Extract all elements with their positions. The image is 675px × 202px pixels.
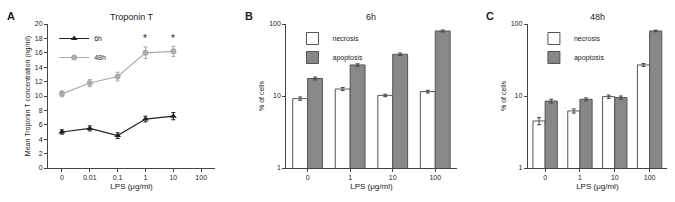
svg-text:LPS (μg/ml): LPS (μg/ml) bbox=[110, 182, 153, 191]
svg-text:10: 10 bbox=[611, 174, 619, 181]
svg-text:0: 0 bbox=[306, 174, 310, 181]
svg-text:LPS (μg/ml): LPS (μg/ml) bbox=[350, 182, 393, 191]
svg-text:100: 100 bbox=[269, 20, 281, 27]
svg-text:LPS (μg/ml): LPS (μg/ml) bbox=[576, 182, 619, 191]
svg-text:20: 20 bbox=[35, 20, 43, 27]
svg-text:10: 10 bbox=[35, 92, 43, 99]
svg-text:10: 10 bbox=[515, 92, 523, 99]
svg-text:100: 100 bbox=[195, 174, 207, 181]
svg-text:14: 14 bbox=[35, 64, 43, 71]
svg-text:necrosis: necrosis bbox=[574, 35, 601, 42]
svg-text:100: 100 bbox=[511, 20, 523, 27]
svg-text:100: 100 bbox=[429, 174, 441, 181]
svg-text:10: 10 bbox=[273, 92, 281, 99]
svg-text:necrosis: necrosis bbox=[333, 35, 360, 42]
svg-text:1: 1 bbox=[578, 174, 582, 181]
svg-text:1: 1 bbox=[144, 174, 148, 181]
svg-text:1: 1 bbox=[277, 164, 281, 171]
svg-text:0: 0 bbox=[60, 174, 64, 181]
svg-text:*: * bbox=[143, 33, 147, 44]
svg-text:*: * bbox=[171, 33, 175, 44]
svg-text:10: 10 bbox=[389, 174, 397, 181]
svg-text:10: 10 bbox=[169, 174, 177, 181]
svg-text:apoptosis: apoptosis bbox=[574, 54, 604, 62]
svg-text:1: 1 bbox=[348, 174, 352, 181]
svg-text:12: 12 bbox=[35, 78, 43, 85]
svg-text:8: 8 bbox=[39, 107, 43, 114]
svg-text:18: 18 bbox=[35, 35, 43, 42]
svg-text:0.1: 0.1 bbox=[113, 174, 123, 181]
svg-text:6h: 6h bbox=[94, 35, 102, 42]
svg-text:1: 1 bbox=[518, 164, 522, 171]
svg-text:6h: 6h bbox=[366, 12, 376, 22]
svg-text:Troponin T: Troponin T bbox=[110, 12, 154, 22]
svg-text:100: 100 bbox=[644, 174, 656, 181]
svg-text:48h: 48h bbox=[94, 54, 106, 61]
svg-text:0.01: 0.01 bbox=[83, 174, 97, 181]
svg-text:0: 0 bbox=[39, 164, 43, 171]
svg-text:apoptosis: apoptosis bbox=[333, 54, 363, 62]
svg-text:C: C bbox=[486, 10, 494, 22]
svg-text:A: A bbox=[7, 10, 15, 22]
svg-text:16: 16 bbox=[35, 49, 43, 56]
svg-text:6: 6 bbox=[39, 121, 43, 128]
svg-text:% of cells: % of cells bbox=[500, 81, 507, 111]
svg-text:B: B bbox=[245, 10, 253, 22]
svg-text:2: 2 bbox=[39, 150, 43, 157]
svg-text:% of cells: % of cells bbox=[258, 81, 265, 111]
svg-text:0: 0 bbox=[543, 174, 547, 181]
svg-text:48h: 48h bbox=[590, 12, 605, 22]
svg-text:Mean Troponin T concentration: Mean Troponin T concentration (ng/ml) bbox=[24, 36, 32, 156]
svg-text:4: 4 bbox=[39, 136, 43, 143]
